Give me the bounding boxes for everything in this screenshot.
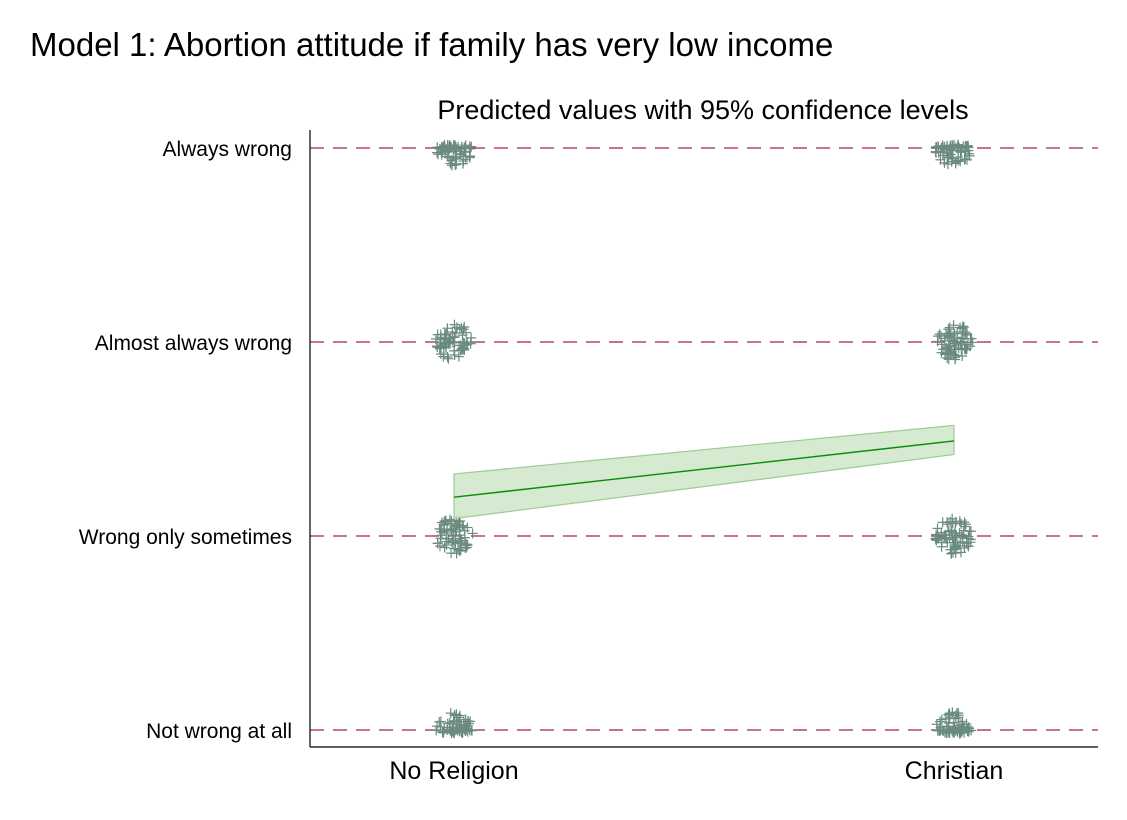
confidence-band	[453, 424, 955, 520]
point-cluster	[930, 513, 976, 559]
point-cluster	[431, 708, 477, 739]
chart-title: Model 1: Abortion attitude if family has…	[30, 26, 834, 63]
point-cluster	[932, 320, 978, 365]
point-cluster	[930, 139, 975, 170]
prediction-line	[453, 440, 955, 498]
chart-subtitle: Predicted values with 95% confidence lev…	[437, 95, 968, 125]
point-cluster	[931, 707, 977, 739]
point-cluster	[432, 140, 477, 171]
point-cluster	[432, 514, 478, 559]
x-tick-label: Christian	[905, 757, 1004, 785]
point-cluster	[430, 319, 477, 364]
x-tick-label: No Religion	[389, 757, 518, 785]
y-tick-label: Almost always wrong	[95, 332, 292, 355]
y-tick-label: Not wrong at all	[146, 720, 292, 743]
y-tick-label: Wrong only sometimes	[79, 526, 292, 549]
y-tick-label: Always wrong	[162, 138, 292, 161]
